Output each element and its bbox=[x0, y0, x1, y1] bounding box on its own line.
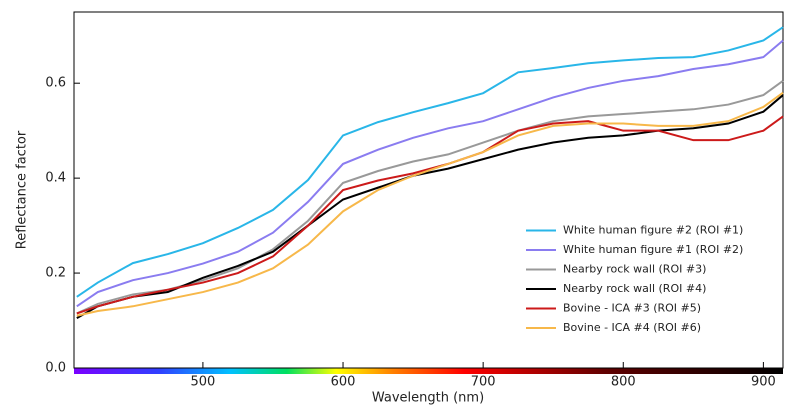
x-axis-title: Wavelength (nm) bbox=[372, 391, 484, 406]
legend-label: White human figure #1 (ROI #2) bbox=[563, 243, 743, 256]
spectrum-bar bbox=[74, 368, 783, 374]
series-line bbox=[76, 115, 784, 315]
legend-label: Bovine - ICA #4 (ROI #6) bbox=[563, 321, 701, 334]
legend-label: Nearby rock wall (ROI #4) bbox=[563, 282, 706, 295]
y-tick-label: 0.2 bbox=[45, 266, 66, 281]
plot-frame bbox=[73, 11, 784, 369]
series-line bbox=[76, 26, 784, 298]
legend-label: Bovine - ICA #3 (ROI #5) bbox=[563, 302, 701, 315]
series-line bbox=[76, 94, 784, 320]
x-tick-label: 800 bbox=[611, 375, 636, 390]
y-tick-label: 0.0 bbox=[45, 361, 66, 376]
x-tick-label: 700 bbox=[471, 375, 496, 390]
y-tick-label: 0.6 bbox=[45, 76, 66, 91]
x-tick-label: 900 bbox=[751, 375, 776, 390]
y-axis-title: Reflectance factor bbox=[15, 130, 30, 249]
x-tick-label: 500 bbox=[190, 375, 215, 390]
x-tick-label: 600 bbox=[331, 375, 356, 390]
series-line bbox=[76, 91, 784, 317]
legend-label: Nearby rock wall (ROI #3) bbox=[563, 263, 706, 276]
series-line bbox=[76, 39, 784, 308]
y-tick-label: 0.4 bbox=[45, 171, 66, 186]
series-line bbox=[76, 80, 784, 315]
legend-label: White human figure #2 (ROI #1) bbox=[563, 224, 743, 237]
